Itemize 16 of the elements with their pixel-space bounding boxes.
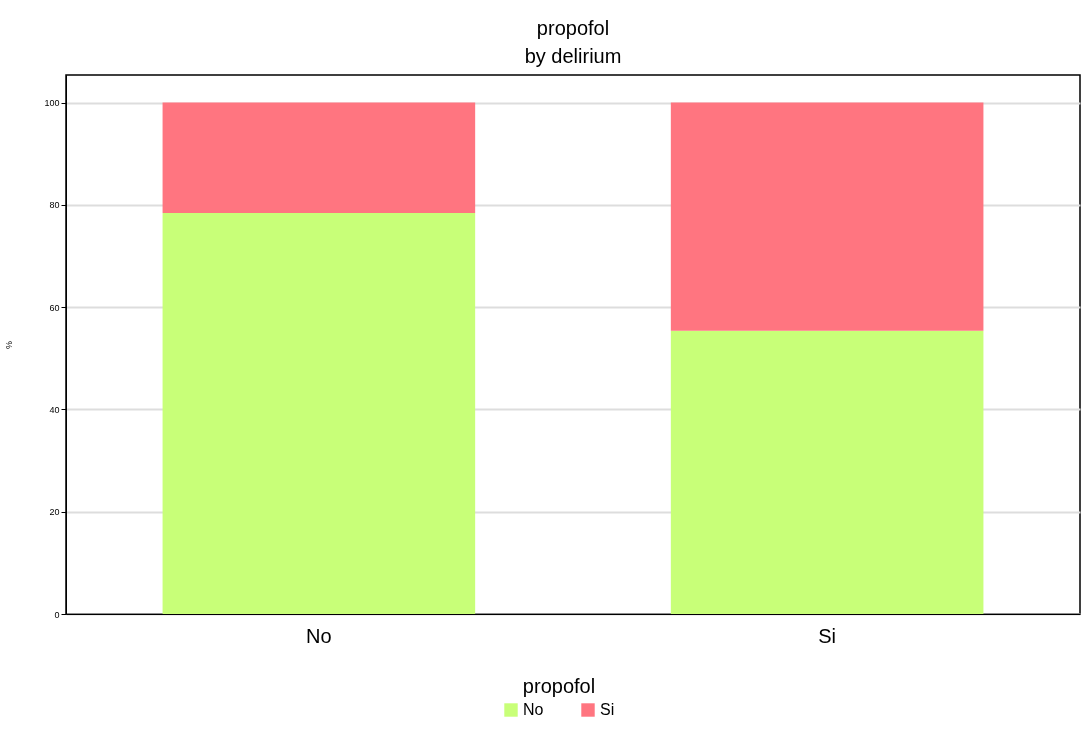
chart-subtitle: by delirium (524, 45, 622, 67)
y-axis-title: % (4, 340, 15, 350)
y-tick-label: 80 (49, 200, 60, 211)
bar (670, 330, 984, 614)
chart-title: propofol (536, 17, 610, 39)
legend-label: Si (600, 701, 615, 718)
bar (162, 213, 476, 614)
y-tick-label: 0 (54, 609, 60, 620)
legend-title: propofol (522, 675, 596, 697)
y-tick-label: 60 (49, 302, 60, 313)
y-tick-label: 20 (49, 507, 60, 518)
legend-label: No (523, 701, 544, 718)
bar (670, 102, 984, 331)
y-tick-label: 100 (44, 98, 60, 109)
y-tick-label: 40 (49, 404, 60, 415)
bar (162, 102, 476, 214)
